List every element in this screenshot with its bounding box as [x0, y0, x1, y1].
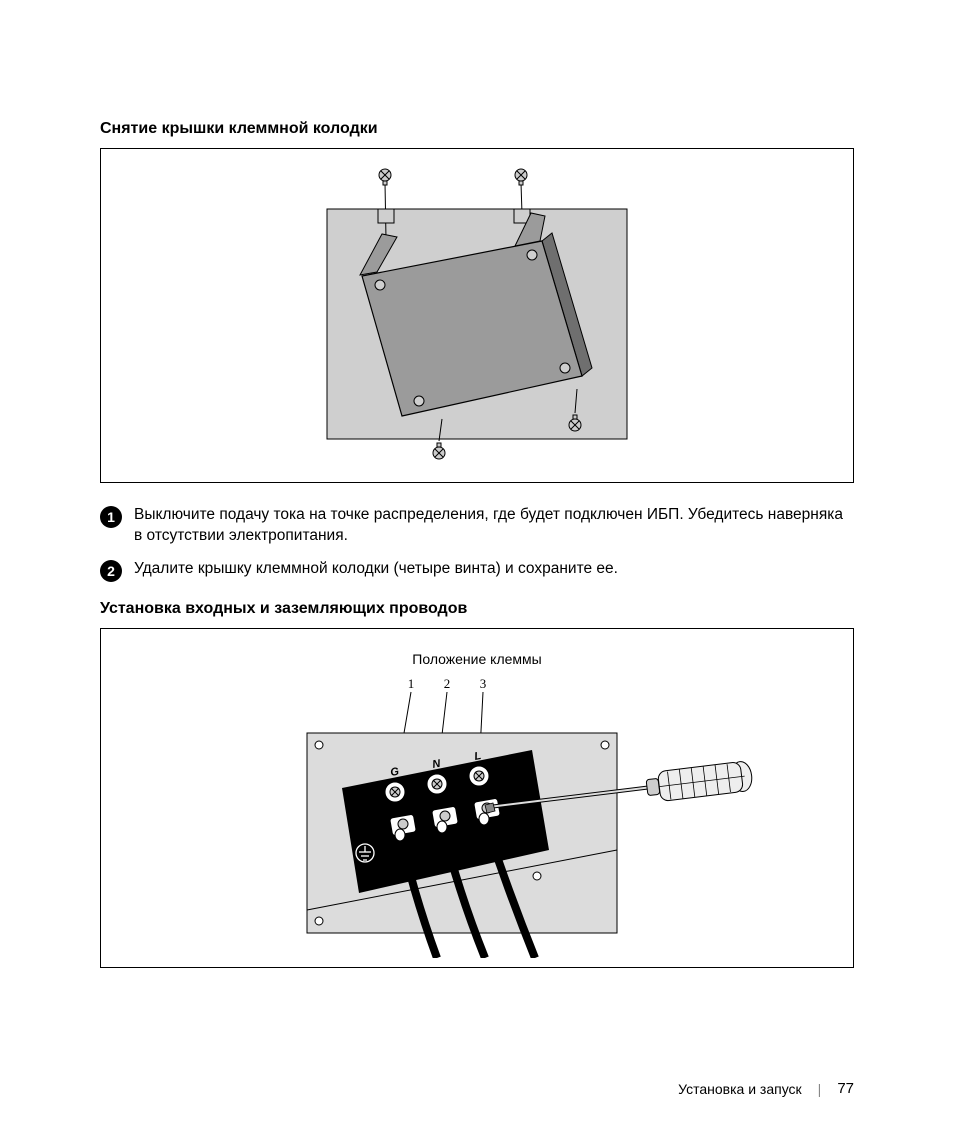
- fig2-num-3: 3: [480, 676, 487, 691]
- page: Снятие крышки клеммной колодки: [0, 0, 954, 1145]
- fig2-corner-hole-tl: [315, 741, 323, 749]
- terminal-screw-3: [469, 766, 489, 786]
- figure2-svg: Положение клеммы 1 2 3 G N L: [137, 638, 817, 958]
- figure1-box: [100, 148, 854, 483]
- fig2-num-2: 2: [444, 676, 451, 691]
- ferrule-2: [437, 821, 447, 833]
- figure2-box: Положение клеммы 1 2 3 G N L: [100, 628, 854, 968]
- fig1-hole4: [560, 363, 570, 373]
- screw-bottom-left-icon: [433, 443, 445, 459]
- page-footer: Установка и запуск | 77: [678, 1080, 854, 1097]
- section2-heading: Установка входных и заземляющих проводов: [100, 600, 854, 618]
- fig2-caption: Положение клеммы: [412, 651, 541, 667]
- screw-top-left-icon: [379, 169, 391, 185]
- footer-separator: |: [818, 1081, 822, 1097]
- step-2-text: Удалите крышку клеммной колодки (четыре …: [134, 559, 618, 580]
- step-1-text: Выключите подачу тока на точке распредел…: [134, 505, 854, 547]
- fig2-corner-hole-tr: [601, 741, 609, 749]
- step-2: 2 Удалите крышку клеммной колодки (четыр…: [100, 559, 854, 582]
- figure1-svg: [137, 161, 817, 471]
- ferrule-3: [479, 813, 489, 825]
- terminal-screw-1: [385, 782, 405, 802]
- terminal-screw-2: [427, 774, 447, 794]
- footer-page-number: 77: [837, 1080, 854, 1097]
- fig1-bracket-l: [378, 209, 394, 223]
- footer-section-label: Установка и запуск: [678, 1081, 802, 1097]
- screw-top-right-icon: [515, 169, 527, 185]
- fig2-plate-hole-br: [533, 872, 541, 880]
- fig1-hole1: [375, 280, 385, 290]
- fig1-hole3: [414, 396, 424, 406]
- step-1-number: 1: [100, 506, 122, 528]
- fig2-corner-hole-bl: [315, 917, 323, 925]
- fig2-num-1: 1: [408, 676, 415, 691]
- fig1-hole2: [527, 250, 537, 260]
- section1-heading: Снятие крышки клеммной колодки: [100, 120, 854, 138]
- ferrule-1: [395, 829, 405, 841]
- step-1: 1 Выключите подачу тока на точке распред…: [100, 505, 854, 547]
- step-2-number: 2: [100, 560, 122, 582]
